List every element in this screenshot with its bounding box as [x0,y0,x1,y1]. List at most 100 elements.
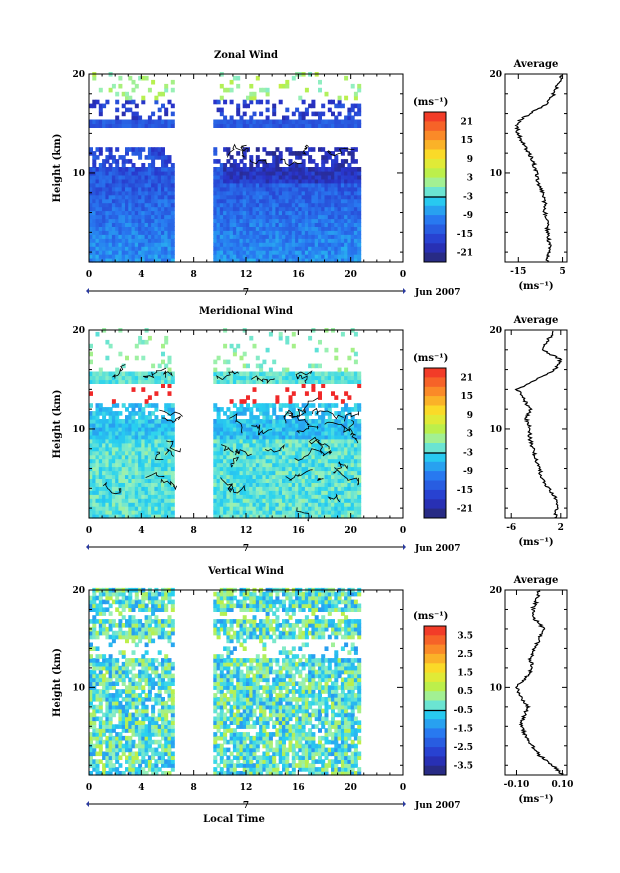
x-tick-label: 8 [191,526,197,536]
x-tick-label: 4 [138,270,144,280]
heatmap-cells [89,328,362,519]
profile-x-tick: -6 [506,523,516,533]
colorbar-segment [424,424,446,435]
x-tick-label: 12 [240,270,253,280]
colorbar-segment [424,461,446,472]
colorbar-segment [424,149,446,160]
colorbar-segment [424,747,446,757]
colorbar-segment [424,626,446,636]
colorbar-segment [424,489,446,500]
day-label: 7 [243,288,249,298]
colorbar-segment [424,140,446,150]
profile-line [515,590,564,776]
y-tick-label: 10 [72,169,85,179]
colorbar-tick-label: -21 [457,505,473,515]
colorbar-segment [424,635,446,646]
colorbar-segment [424,663,446,674]
colorbar-tick-label: 9 [467,155,473,165]
x-tick-label: 16 [292,526,305,536]
profile-title: Average [513,59,559,70]
y-axis-label: Height (km) [52,134,63,203]
x-tick-label: 20 [344,783,357,793]
date-label: Jun 2007 [414,544,461,554]
profile-frame [504,329,568,519]
profile-x-tick: -0.10 [504,780,530,790]
colorbar-tick-label: 3 [467,174,473,184]
colorbar-tick-label: -1.5 [454,724,473,734]
contour-lines [102,364,359,522]
colorbar-tick-label: 3 [467,430,473,440]
colorbar-segment [424,368,446,378]
colorbar-tick-label: 1.5 [457,669,473,679]
x-tick-label: 20 [344,270,357,280]
profile-y-tick: 20 [489,586,502,596]
colorbar-tick-label: -2.5 [454,743,473,753]
colorbar-tick-label: 9 [467,411,473,421]
panel-title: Meridional Wind [199,306,293,317]
colorbar-tick-label: -9 [463,467,473,477]
colorbar-segment [424,508,446,519]
profile-line [514,330,563,519]
profile-x-tick: 0.10 [551,780,573,790]
x-tick-label: 8 [191,270,197,280]
y-tick-label: 10 [72,425,85,435]
colorbar-segment [424,691,446,701]
colorbar-tick-label: -0.5 [454,706,473,716]
profile-y-tick: 10 [489,425,502,435]
colorbar-segment [424,480,446,491]
colorbar-segment [424,644,446,655]
colorbar-tick-label: 15 [460,392,473,402]
x-tick-label: 0 [86,783,92,793]
colorbar-tick-label: 21 [460,373,473,383]
day-label: 7 [243,801,249,811]
colorbar-segment [424,765,446,776]
colorbar-segment [424,737,446,748]
colorbar-segment [424,700,446,711]
colorbar-segment [424,377,446,388]
colorbar-segment [424,168,446,179]
profile-title: Average [513,315,559,326]
colorbar-segment [424,681,446,692]
colorbar-tick-label: -3.5 [454,762,473,772]
x-tick-label: 20 [344,526,357,536]
colorbar-segment [424,196,446,207]
profile-y-tick: 20 [489,70,502,80]
colorbar-segment [424,672,446,683]
colorbar-segment [424,205,446,216]
colorbar-segment [424,243,446,254]
profile-x-label: (ms⁻¹) [518,281,553,292]
profile-x-tick: 5 [559,267,565,277]
profile-y-tick: 20 [489,326,502,336]
colorbar-segment [424,130,446,141]
profile-y-tick: 10 [489,169,502,179]
colorbar-segment [424,719,446,729]
colorbar-tick-label: 2.5 [457,650,473,660]
colorbar-segment [424,121,446,132]
colorbar-segment [424,499,446,510]
x-tick-label: 0 [400,783,406,793]
colorbar-segment [424,233,446,244]
colorbar-segment [424,443,446,453]
colorbar-segment [424,709,446,720]
colorbar-segment [424,158,446,169]
x-tick-label: 4 [138,526,144,536]
colorbar-tick-label: 21 [460,117,473,127]
date-label: Jun 2007 [414,801,461,811]
colorbar-tick-label: -3 [463,192,473,202]
contour-lines [226,143,355,167]
colorbar-segment [424,405,446,416]
day-label: 7 [243,544,249,554]
colorbar-tick-label: 15 [460,136,473,146]
y-axis-label: Height (km) [52,648,63,717]
colorbar-tick-label: -3 [463,448,473,458]
colorbar-tick-label: -9 [463,211,473,221]
colorbar-segment [424,396,446,406]
x-tick-label: 12 [240,526,253,536]
y-tick-label: 20 [72,586,85,596]
profile-line [514,74,563,263]
colorbar-segment [424,215,446,225]
colorbar-segment [424,112,446,122]
profile-x-tick: 2 [558,523,564,533]
colorbar-segment [424,252,446,263]
profile-x-label: (ms⁻¹) [518,794,553,805]
